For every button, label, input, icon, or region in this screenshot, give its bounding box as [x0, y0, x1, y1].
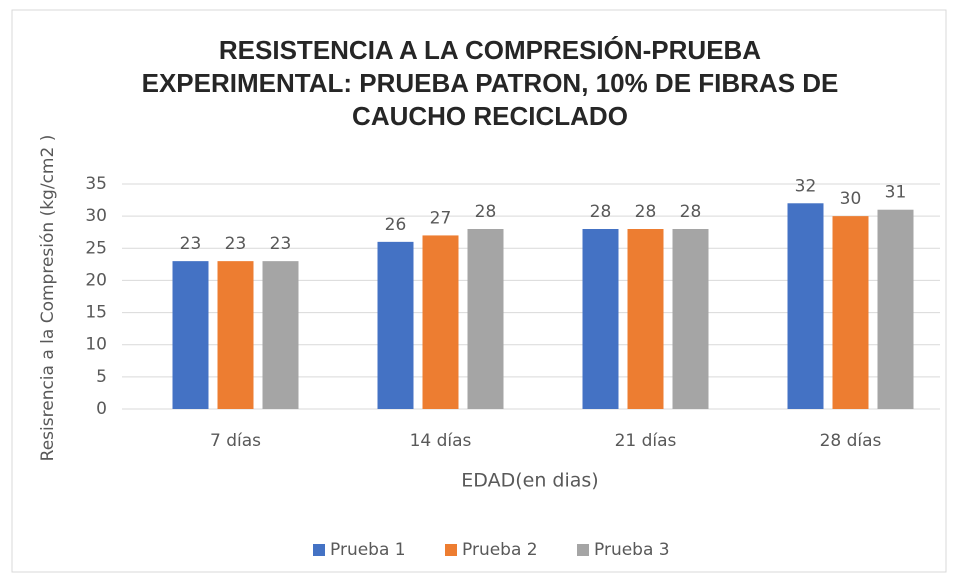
bar	[787, 203, 824, 409]
x-tick-label: 7 días	[210, 431, 261, 451]
legend-swatch	[577, 544, 589, 556]
y-tick-label: 20	[85, 270, 107, 290]
bar	[217, 261, 254, 409]
y-tick-label: 0	[96, 399, 107, 419]
bar	[172, 261, 209, 409]
data-label: 28	[590, 202, 612, 222]
y-tick-label: 25	[85, 238, 107, 258]
y-tick-label: 35	[85, 174, 107, 194]
bar	[672, 229, 709, 409]
y-tick-label: 10	[85, 335, 107, 355]
data-label: 26	[385, 215, 407, 235]
data-label: 28	[475, 202, 497, 222]
legend-label: Prueba 2	[462, 540, 538, 560]
y-tick-label: 15	[85, 303, 107, 323]
bar	[262, 261, 299, 409]
bar	[582, 229, 619, 409]
data-label: 31	[885, 183, 907, 203]
legend-label: Prueba 1	[330, 540, 406, 560]
x-axis-label: EDAD(en dias)	[461, 470, 598, 492]
chart-title: RESISTENCIA A LA COMPRESIÓN-PRUEBA EXPER…	[141, 35, 839, 131]
y-tick-label: 30	[85, 206, 107, 226]
legend-swatch	[445, 544, 457, 556]
y-axis-label: Resisrencia a la Compresión (kg/cm2 )	[38, 135, 58, 462]
data-label: 32	[795, 176, 817, 196]
data-label: 23	[225, 234, 247, 254]
data-label: 30	[840, 189, 862, 209]
legend-swatch	[313, 544, 325, 556]
bar	[422, 235, 459, 409]
bar	[832, 216, 869, 409]
legend-label: Prueba 3	[594, 540, 670, 560]
data-label: 23	[270, 234, 292, 254]
bar	[877, 209, 914, 409]
data-label: 23	[180, 234, 202, 254]
data-label: 28	[635, 202, 657, 222]
x-tick-label: 28 días	[820, 431, 882, 451]
bar	[467, 229, 504, 409]
x-tick-label: 14 días	[410, 431, 472, 451]
bar	[377, 241, 414, 409]
x-tick-label: 21 días	[615, 431, 677, 451]
data-label: 27	[430, 208, 452, 228]
y-tick-label: 5	[96, 367, 107, 387]
bar	[627, 229, 664, 409]
data-label: 28	[680, 202, 702, 222]
